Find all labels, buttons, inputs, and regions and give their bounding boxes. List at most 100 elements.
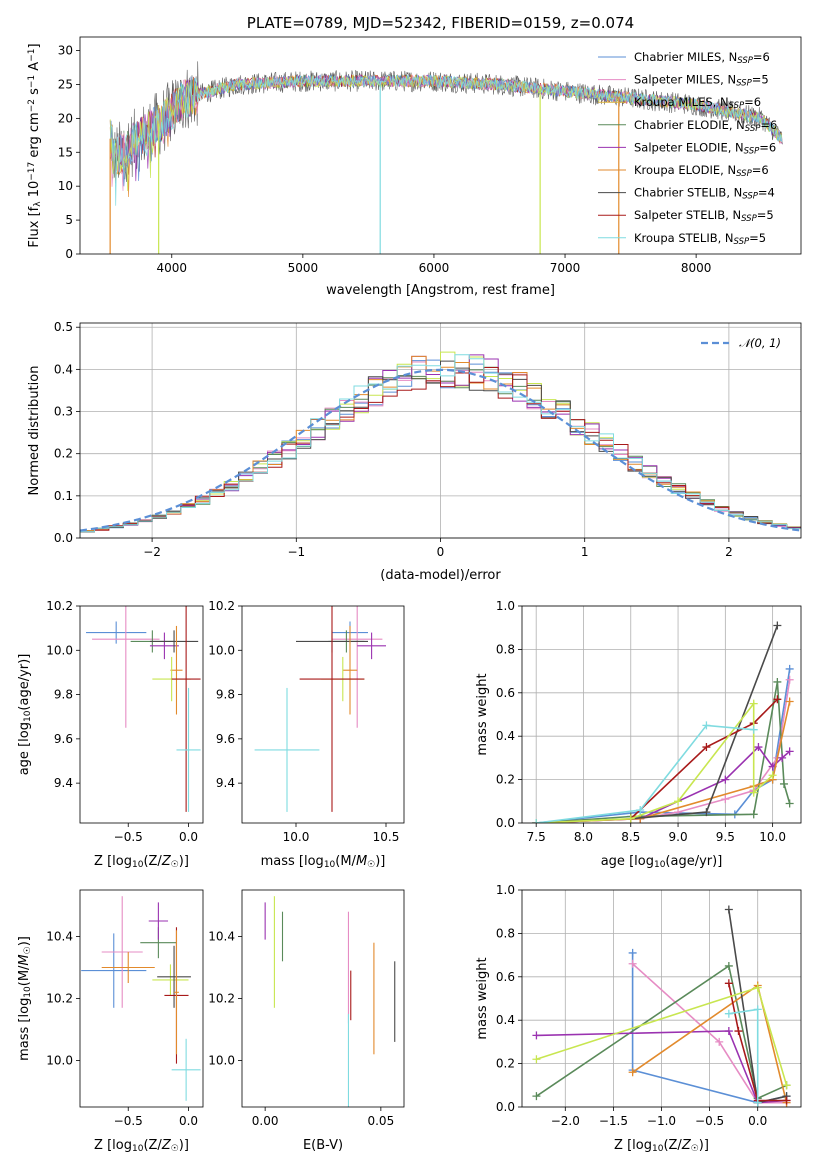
- x-axis-label: E(B-V): [303, 1138, 343, 1153]
- weight-line-kroupa_stelib: [728, 1008, 759, 1103]
- plot-area: [532, 621, 794, 823]
- y-tick-label: 0.4: [496, 1013, 515, 1027]
- y-tick-label: 9.8: [216, 688, 235, 702]
- y-axis-label: Normed distribution: [27, 366, 42, 496]
- y-axis-label: age [log10(age/yr)]: [17, 654, 33, 776]
- axes-frame: [79, 36, 802, 255]
- plot-area: [109, 61, 783, 254]
- y-tick-label: 0.2: [54, 447, 73, 461]
- weight-point-marker: [785, 697, 794, 706]
- x-tick-label: 0.00: [252, 1114, 279, 1128]
- y-tick-label: 10.0: [208, 643, 235, 657]
- x-tick-label: −0.5: [114, 1114, 143, 1128]
- legend-entry-label: Chabrier STELIB, NSSP=4: [634, 186, 775, 202]
- weight-point-marker: [773, 695, 782, 704]
- weight-line-salpeter_elodie: [536, 1030, 787, 1104]
- z-mass-panel: −0.5 0.0 10.0 10.2 10.4 Z [log10(Z/Z☉)] mass […: [17, 889, 204, 1154]
- x-tick-label: 7000: [550, 261, 581, 275]
- weight-point-marker: [724, 961, 733, 970]
- y-tick-label: 0.5: [54, 320, 73, 334]
- x-tick-label: −1: [287, 545, 305, 559]
- axes-frame: [521, 605, 802, 824]
- axes-frame: [79, 889, 204, 1108]
- age-weight-panel: 7.5 8.0 8.5 9.0 9.5 10.0 0.0 0.2 0.4 0.6 0.8 1.0 age…: [475, 599, 802, 870]
- y-tick-label: 0: [65, 247, 73, 261]
- spectrum-panel: 4000 5000 6000 7000 8000 0 5 10 15 20 25 30 PLATE=07…: [27, 14, 802, 298]
- y-tick-label: 25: [58, 77, 73, 91]
- weight-point-marker: [778, 753, 787, 762]
- weight-line-kroupa_stelib: [536, 724, 754, 823]
- weight-point-marker: [749, 699, 758, 708]
- x-tick-label: −0.5: [695, 1114, 724, 1128]
- x-tick-label: 0: [437, 545, 445, 559]
- x-tick-label: 10.5: [373, 830, 400, 844]
- x-tick-label: 0.0: [748, 1114, 767, 1128]
- y-tick-label: 15: [58, 145, 73, 159]
- weight-point-marker: [721, 795, 730, 804]
- legend-entry-label: Kroupa ELODIE, NSSP=6: [634, 163, 769, 179]
- weight-line-salpeter_miles: [632, 963, 787, 1104]
- y-tick-label: 0.1: [54, 489, 73, 503]
- y-tick-label: 10.4: [208, 930, 235, 944]
- x-tick-label: −1.0: [647, 1114, 676, 1128]
- legend-entry-label: Salpeter ELODIE, NSSP=6: [634, 140, 776, 156]
- y-tick-label: 9.8: [54, 688, 73, 702]
- y-tick-label: 0.0: [54, 531, 73, 545]
- y-tick-label: 10.2: [208, 599, 235, 613]
- y-tick-label: 10.2: [208, 992, 235, 1006]
- x-tick-label: 5000: [288, 261, 319, 275]
- weight-point-marker: [532, 1055, 541, 1064]
- plot-area: [86, 606, 201, 812]
- weight-point-marker: [782, 1081, 791, 1090]
- normal-curve: [80, 368, 801, 532]
- y-tick-label: 10.2: [46, 992, 73, 1006]
- weight-point-marker: [532, 1031, 541, 1040]
- weight-point-marker: [724, 1027, 733, 1036]
- weight-line-chabrier_elodie: [535, 964, 787, 1100]
- weight-point-marker: [702, 721, 711, 730]
- weight-line-kroupa_elodie: [536, 701, 791, 823]
- x-tick-label: −1.5: [599, 1114, 628, 1128]
- y-tick-label: 30: [58, 44, 73, 58]
- y-tick-label: 0.0: [496, 1100, 515, 1114]
- x-tick-label: 8000: [681, 261, 712, 275]
- weight-line-chabrier_elodie: [536, 681, 791, 823]
- weight-point-marker: [628, 959, 637, 968]
- weight-point-marker: [636, 805, 645, 814]
- y-tick-label: 0.2: [496, 773, 515, 787]
- weight-point-marker: [734, 1027, 743, 1036]
- weight-point-marker: [779, 779, 788, 788]
- weight-point-marker: [532, 819, 541, 823]
- y-tick-label: 5: [65, 213, 73, 227]
- weight-point-marker: [753, 983, 762, 992]
- legend: Chabrier MILES, NSSP=6 Salpeter MILES, NS…: [598, 50, 777, 247]
- z-weight-panel: −2.0 −1.5 −1.0 −0.5 0.0 0.0 0.2 0.4 0.6 0.8 1.0 Z […: [475, 883, 802, 1154]
- y-tick-label: 1.0: [496, 599, 515, 613]
- y-axis-label: mass weight: [475, 673, 490, 755]
- y-tick-label: 10.0: [46, 1054, 73, 1068]
- x-axis-label: age [log10(age/yr)]: [601, 854, 723, 870]
- weight-point-marker: [721, 775, 730, 784]
- x-tick-label: 8.5: [621, 830, 640, 844]
- y-tick-label: 0.8: [496, 926, 515, 940]
- x-tick-label: 0.05: [367, 1114, 394, 1128]
- weight-line-salpeter_miles: [536, 679, 791, 823]
- legend-entry-label: Kroupa MILES, NSSP=6: [634, 95, 761, 111]
- y-tick-label: 0.3: [54, 405, 73, 419]
- plot-area: [532, 905, 791, 1107]
- chart-title: PLATE=0789, MJD=52342, FIBERID=0159, z=0…: [247, 14, 634, 32]
- axes-frame: [241, 605, 405, 824]
- x-tick-label: 10.0: [283, 830, 310, 844]
- histogram-salpeter_stelib: [80, 367, 801, 538]
- y-tick-label: 10.0: [208, 1054, 235, 1068]
- weight-point-marker: [749, 725, 758, 734]
- x-tick-label: 0.0: [179, 1114, 198, 1128]
- weight-point-marker: [785, 675, 794, 684]
- axes-frame: [521, 889, 802, 1108]
- spectrum-line-chabrier_miles: [109, 74, 782, 187]
- y-axis-label: mass weight: [475, 957, 490, 1039]
- axes-frame: [241, 889, 405, 1108]
- y-tick-label: 0.2: [496, 1057, 515, 1071]
- x-tick-label: 6000: [419, 261, 450, 275]
